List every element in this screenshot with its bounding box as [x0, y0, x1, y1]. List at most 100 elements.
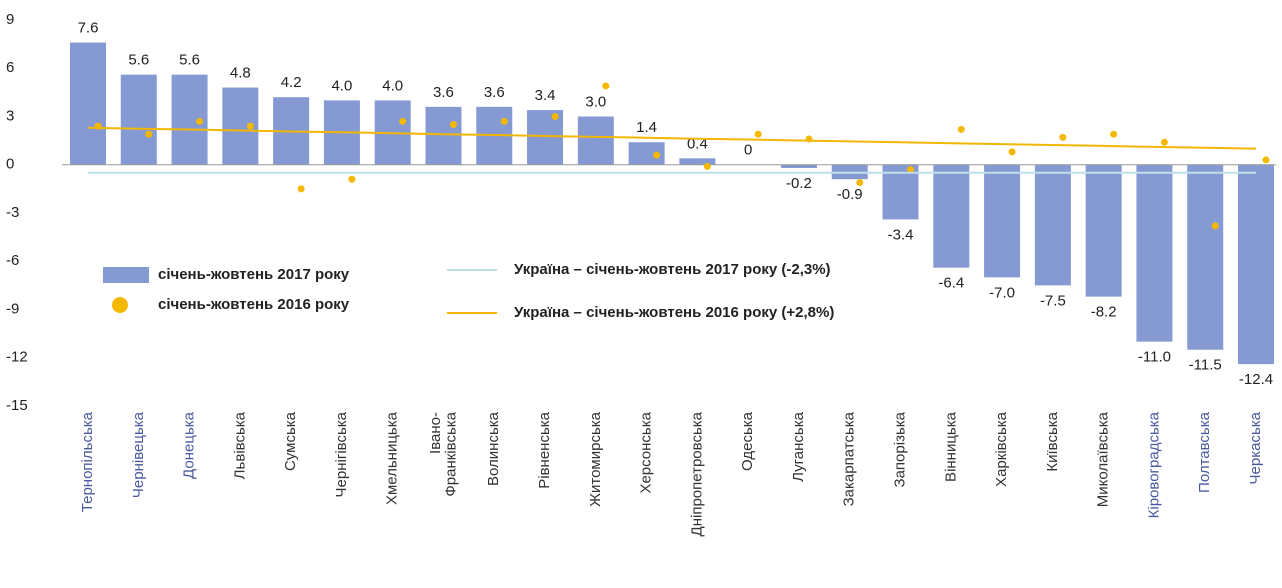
- value-label: -12.4: [1239, 371, 1273, 388]
- value-label: -6.4: [938, 275, 964, 292]
- bar: [933, 164, 970, 268]
- value-label: 4.0: [331, 77, 352, 94]
- bar: [120, 74, 157, 165]
- x-tick-label: Вінницька: [942, 411, 959, 482]
- legend-label: січень-жовтень 2017 року: [158, 266, 350, 283]
- x-tick-label: Київська: [1044, 411, 1061, 471]
- dot: [653, 151, 661, 159]
- x-tick-label-line: Франківська: [443, 411, 460, 496]
- x-tick-label: Дніпропетровська: [688, 411, 705, 536]
- dot: [196, 117, 204, 125]
- x-tick-label: Донецька: [181, 411, 198, 479]
- dot: [449, 121, 457, 129]
- bar: [1187, 164, 1224, 350]
- x-tick-label: Рівненська: [536, 411, 553, 488]
- legend-label: Україна – січень-жовтень 2017 року (-2,3…: [514, 261, 831, 278]
- x-tick-label: Полтавська: [1196, 411, 1213, 493]
- value-label: -11.5: [1189, 357, 1222, 374]
- legend-swatch: [103, 267, 149, 283]
- bar: [679, 158, 716, 165]
- value-label: 5.6: [128, 52, 149, 69]
- value-label: 5.6: [179, 52, 200, 69]
- value-label: 7.6: [78, 19, 99, 36]
- value-label: 4.8: [230, 65, 251, 82]
- bar: [1085, 164, 1122, 297]
- x-tick-label: Запорізька: [891, 411, 908, 487]
- value-label: -0.2: [786, 175, 812, 192]
- bar: [984, 164, 1021, 278]
- x-tick-label: Чернівецька: [130, 411, 147, 498]
- value-label: 3.6: [433, 84, 454, 101]
- bar: [1136, 164, 1173, 342]
- value-label: 3.0: [585, 93, 606, 110]
- y-tick-label: -15: [6, 397, 28, 414]
- y-tick-label: 0: [6, 156, 14, 173]
- legend-swatch: [112, 297, 128, 313]
- dot: [1110, 130, 1118, 138]
- dot: [1262, 156, 1270, 164]
- y-tick-label: -9: [6, 300, 19, 317]
- dot: [551, 113, 559, 120]
- y-tick-label: -12: [6, 349, 28, 366]
- value-label: 3.4: [535, 87, 556, 104]
- dot: [1008, 148, 1016, 156]
- value-label: 1.4: [636, 119, 657, 136]
- value-label: 4.0: [382, 77, 403, 94]
- value-label: -11.0: [1138, 349, 1171, 366]
- x-tick-label: Житомирська: [587, 411, 604, 507]
- dot: [348, 175, 356, 183]
- y-tick-label: -6: [6, 252, 19, 269]
- x-tick-label: Волинська: [485, 411, 502, 486]
- x-tick-label: Тернопільська: [79, 411, 96, 512]
- dot: [246, 122, 254, 130]
- dot: [907, 166, 915, 174]
- dot: [297, 185, 305, 193]
- dot: [399, 117, 407, 125]
- y-tick-label: 3: [6, 107, 14, 124]
- y-tick-label: -3: [6, 204, 19, 221]
- x-tick-label: Харківська: [993, 411, 1010, 487]
- x-tick-label-line: Івано-: [427, 412, 444, 454]
- value-label: 4.2: [281, 74, 302, 91]
- bar: [1238, 164, 1274, 365]
- bar: [70, 42, 106, 165]
- dot: [602, 82, 610, 90]
- value-label: -7.0: [989, 284, 1015, 301]
- dot: [1160, 138, 1168, 146]
- dot: [754, 130, 762, 138]
- x-tick-label: Сумська: [282, 411, 299, 471]
- y-tick-label: 6: [6, 59, 14, 76]
- value-label: -0.9: [837, 186, 863, 203]
- x-tick-label: Луганська: [790, 411, 807, 481]
- bar: [577, 116, 614, 165]
- value-label: 3.6: [484, 84, 505, 101]
- bar: [1034, 164, 1071, 286]
- value-label: 0: [744, 142, 752, 159]
- bar: [882, 164, 919, 220]
- dot: [1211, 222, 1219, 230]
- dot: [957, 125, 965, 133]
- y-tick-label: 9: [6, 11, 14, 28]
- value-label: -7.5: [1040, 292, 1066, 309]
- reference-line: [87, 126, 1257, 150]
- x-tick-label: Івано-Франківська: [427, 411, 460, 496]
- value-label: -8.2: [1091, 304, 1117, 321]
- x-tick-label: Черкаська: [1247, 411, 1264, 484]
- x-tick-label: Одеська: [739, 411, 756, 471]
- x-tick-label: Кіровоградська: [1145, 411, 1162, 518]
- x-tick-label: Чернігівська: [333, 411, 350, 497]
- legend-label: січень-жовтень 2016 року: [158, 296, 350, 313]
- bar: [425, 106, 462, 165]
- dot: [500, 117, 508, 125]
- dot: [145, 130, 153, 138]
- bar: [780, 164, 817, 168]
- value-label: -3.4: [888, 226, 914, 243]
- x-tick-label: Закарпатська: [841, 411, 858, 506]
- x-tick-label: Хмельницька: [384, 411, 401, 505]
- legend-label: Україна – січень-жовтень 2016 року (+2,8…: [514, 304, 834, 321]
- dot: [1059, 133, 1067, 141]
- x-tick-label: Миколаївська: [1095, 411, 1112, 507]
- x-tick-label: Херсонська: [638, 411, 655, 493]
- dot: [703, 162, 711, 170]
